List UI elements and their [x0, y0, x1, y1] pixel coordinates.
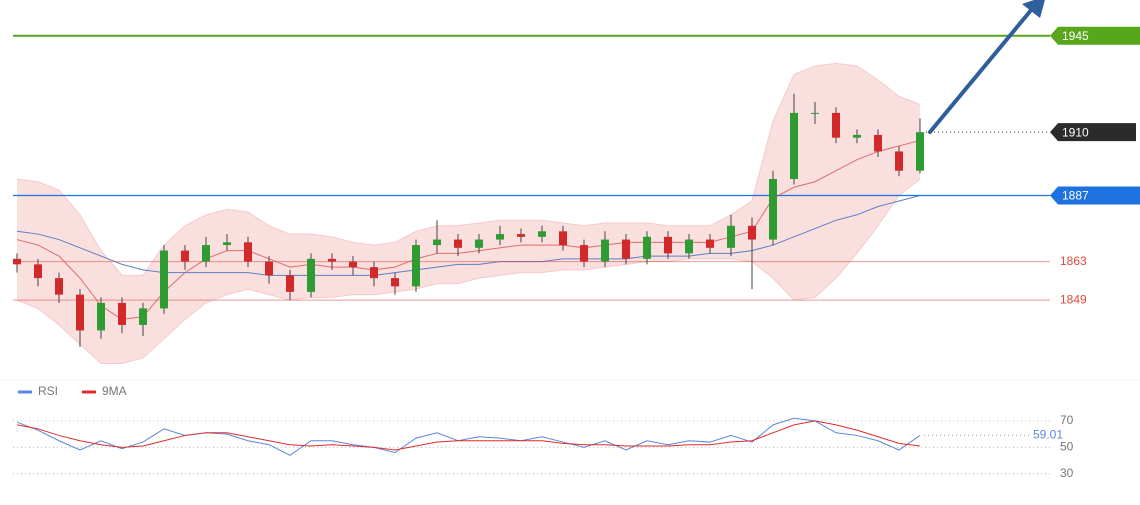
candle-body: [34, 264, 42, 279]
y-tick-label: 50: [1060, 440, 1074, 454]
candle-body: [811, 112, 819, 114]
candle-body: [538, 231, 546, 237]
candle-body: [643, 236, 651, 259]
candle-body: [496, 234, 504, 240]
series-line: [16, 417, 921, 456]
level-label-box: [1050, 26, 1140, 45]
candle-body: [202, 245, 210, 262]
candle-body: [706, 239, 714, 248]
candle-body: [286, 275, 294, 292]
candle-body: [370, 267, 378, 279]
current-price-box: [1050, 123, 1136, 142]
candle-body: [622, 239, 630, 259]
level-label: 1863: [1060, 254, 1087, 268]
candle-body: [748, 225, 756, 240]
candle-body: [160, 250, 168, 309]
candle-body: [832, 112, 840, 138]
candle-body: [790, 112, 798, 179]
level-label: 1945: [1062, 29, 1089, 43]
candle-body: [559, 231, 567, 246]
candle-body: [727, 225, 735, 248]
band-edge: [16, 62, 921, 276]
candle-body: [118, 302, 126, 325]
level-label: 1849: [1060, 292, 1087, 306]
candle-body: [412, 245, 420, 287]
y-tick-label: 70: [1060, 413, 1074, 427]
trend-arrow: [928, 0, 1045, 134]
candle-body: [349, 261, 357, 268]
candle-body: [139, 308, 147, 325]
candle-body: [391, 278, 399, 287]
band-edge: [16, 178, 921, 364]
candle-body: [853, 134, 861, 138]
candle-body: [454, 239, 462, 248]
legend-label: RSI: [38, 384, 58, 398]
candle-body: [475, 239, 483, 248]
series-line: [16, 420, 921, 451]
candle-body: [181, 250, 189, 262]
legend-label: 9MA: [102, 384, 127, 398]
arrow-shaft: [928, 7, 1034, 134]
price-panel: 1945 1910 1887 1863 1849: [13, 26, 1140, 364]
candle-body: [433, 239, 441, 246]
y-tick-label: 30: [1060, 466, 1074, 480]
band-area: [17, 63, 920, 364]
level-label-box: [1050, 186, 1140, 205]
candle-body: [244, 242, 252, 262]
candle-body: [307, 258, 315, 292]
level-label: 1887: [1062, 189, 1089, 203]
candle-body: [55, 278, 63, 295]
arrow-head: [1022, 0, 1045, 18]
candle-body: [769, 178, 777, 240]
candle-body: [97, 302, 105, 331]
candle-body: [13, 258, 21, 265]
candle-body: [895, 151, 903, 171]
candle-body: [685, 239, 693, 254]
candle-body: [265, 261, 273, 276]
candle-body: [916, 132, 924, 171]
candle-body: [874, 134, 882, 152]
candle-body: [76, 294, 84, 331]
rsi-panel: 70 50 30 RSI 59.01 9MA: [13, 384, 1074, 480]
candle-body: [664, 236, 672, 254]
current-price-label: 1910: [1062, 125, 1089, 139]
candle-body: [328, 258, 336, 262]
candle-body: [223, 242, 231, 246]
candle-body: [517, 234, 525, 237]
current-value-label: 59.01: [1033, 428, 1063, 442]
candle-body: [580, 245, 588, 262]
candle-body: [601, 239, 609, 262]
